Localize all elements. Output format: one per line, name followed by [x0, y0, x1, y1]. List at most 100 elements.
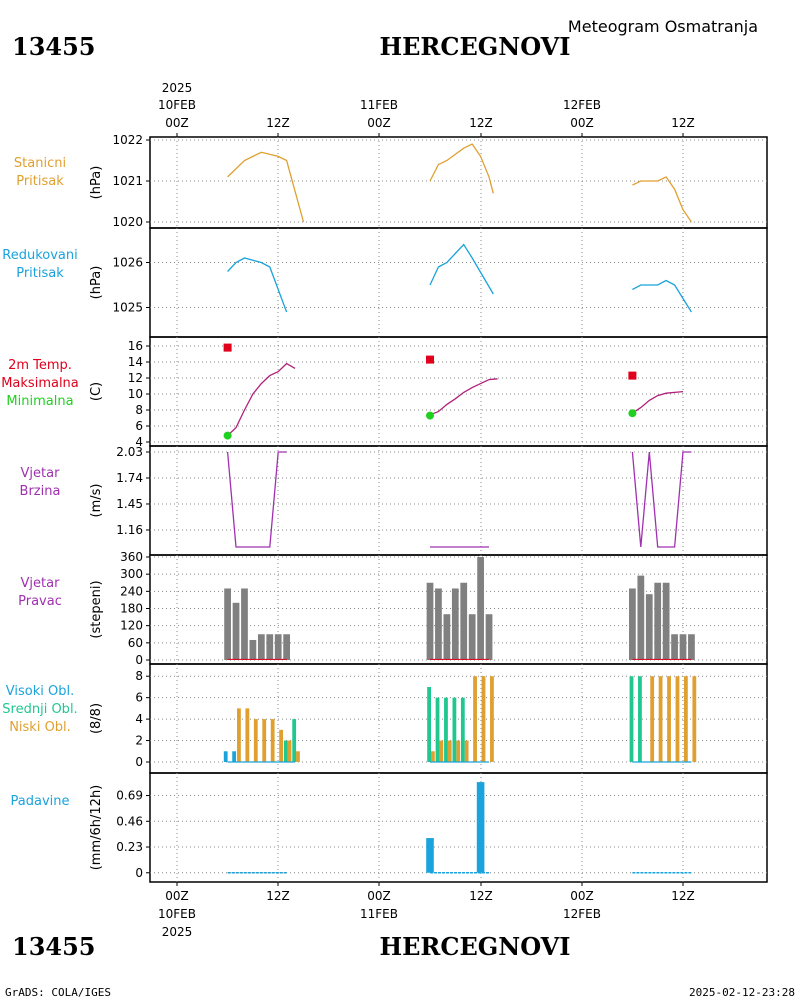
panel-1-label-0: Redukovani: [2, 248, 77, 263]
wind-dir-bar-12: [460, 582, 468, 660]
panel-3-label-0: Vjetar: [21, 466, 61, 481]
wind-dir-bar-0: [224, 588, 231, 660]
panel-1-series-2: [632, 279, 692, 313]
panel-0-series-1: [429, 143, 494, 194]
panel-4-label-1: Pravac: [18, 594, 62, 609]
panel-2-ytick-label-4: 12: [128, 371, 143, 385]
low-cloud-bar-21: [692, 676, 697, 762]
bottom-year-label: 2025: [162, 925, 193, 939]
panel-3-unit-label: (m/s): [89, 484, 104, 518]
low-cloud-bar-9: [439, 740, 444, 762]
wind-dir-bar-2: [241, 588, 248, 660]
panel-4-ytick-label-3: 180: [120, 602, 143, 616]
low-cloud-bar-10: [447, 740, 452, 762]
top-date-label-1: 10FEB: [158, 98, 196, 112]
precip-bar-1: [476, 782, 485, 873]
top-year-label: 2025: [162, 81, 193, 95]
mid-cloud-bar-1: [292, 719, 297, 762]
panel-6-ytick-label-3: 0.69: [116, 789, 143, 803]
panel-0-series-0: [227, 151, 305, 223]
meteogram-title: Meteogram Osmatranja: [568, 17, 758, 36]
wind-dir-bar-5: [266, 634, 274, 660]
bottom-hour-label-2: 12Z: [266, 889, 290, 903]
panel-2-ytick-label-3: 10: [128, 387, 143, 401]
mid-cloud-bar-5: [452, 697, 457, 762]
panel-2-frame: [149, 336, 768, 447]
panel-0-unit-label: (hPa): [89, 166, 104, 200]
panel-3-series-2: [631, 451, 692, 548]
panel-4-ytick-label-2: 120: [120, 619, 143, 633]
high-cloud-bar-0: [223, 751, 228, 762]
panel-4-unit-label: (stepeni): [89, 580, 104, 638]
panel-0-frame: [149, 136, 768, 229]
panel-5-unit-label: (8/8): [89, 703, 104, 734]
panel-6-unit-label: (mm/6h/12h): [89, 785, 104, 871]
panel-6-frame: [149, 772, 768, 883]
low-cloud-bar-5: [279, 729, 283, 762]
low-cloud-bar-16: [650, 676, 655, 762]
top-hour-label-5: 00Z: [570, 116, 594, 130]
panel-2-ytick-label-1: 6: [135, 419, 143, 433]
low-cloud-bar-0: [237, 708, 241, 762]
panel-2-label-1: Maksimalna: [1, 376, 79, 391]
min-temp-marker-0: [223, 431, 232, 440]
wind-dir-bar-7: [283, 634, 291, 660]
wind-dir-bar-21: [671, 634, 678, 660]
panel-2-label-2: Minimalna: [6, 394, 73, 409]
panel-5-ytick-label-3: 6: [135, 691, 143, 705]
panel-5-ytick-label-1: 2: [135, 734, 143, 748]
bottom-hour-label-5: 00Z: [570, 889, 594, 903]
wind-dir-bar-1: [232, 602, 240, 660]
panel-0-label-0: Stanicni: [14, 156, 66, 171]
panel-2-ytick-label-0: 4: [135, 435, 143, 449]
wind-dir-bar-22: [679, 634, 687, 660]
panels-group: 102010211022(hPa)StanicniPritisak1025102…: [1, 133, 768, 886]
low-cloud-bar-19: [675, 676, 680, 762]
wind-dir-bar-10: [443, 614, 451, 660]
panel-5-label-1: Srednji Obl.: [2, 702, 77, 717]
wind-dir-bar-23: [688, 634, 695, 660]
wind-dir-bar-11: [451, 588, 459, 660]
low-cloud-bar-1: [245, 708, 250, 762]
panel-6-label-0: Padavine: [11, 794, 70, 809]
panel-1-label-1: Pritisak: [16, 266, 64, 281]
bottom-date-label-2: 11FEB: [360, 907, 398, 921]
mid-cloud-bar-2: [427, 686, 431, 762]
precip-bar-0: [426, 838, 434, 873]
wind-dir-bar-4: [257, 634, 265, 660]
wind-dir-bar-18: [645, 594, 653, 660]
low-cloud-bar-3: [262, 719, 267, 762]
bottom-date-label-1: 10FEB: [158, 907, 196, 921]
wind-dir-bar-19: [654, 582, 662, 660]
wind-dir-bar-20: [662, 582, 670, 660]
station-id-top: 13455: [12, 32, 96, 61]
wind-dir-bar-6: [274, 634, 282, 660]
low-cloud-bar-11: [456, 740, 461, 762]
bottom-hour-label-3: 00Z: [367, 889, 391, 903]
bottom-hour-label-1: 00Z: [165, 889, 189, 903]
low-cloud-bar-8: [431, 751, 435, 762]
panel-3-ytick-label-0: 1.16: [116, 523, 143, 537]
low-cloud-bar-14: [481, 676, 486, 762]
panel-2-ytick-label-2: 8: [135, 403, 143, 417]
panel-4-ytick-label-4: 240: [120, 584, 143, 598]
panel-3-ytick-label-1: 1.45: [116, 497, 143, 511]
panel-0-ytick-label-0: 1020: [112, 215, 143, 229]
panel-1-frame: [149, 227, 768, 338]
wind-dir-bar-13: [468, 614, 476, 660]
low-cloud-bar-12: [464, 740, 469, 762]
panel-1-series-0: [227, 257, 288, 313]
bottom-hour-label-6: 12Z: [671, 889, 695, 903]
panel-4-ytick-label-6: 360: [120, 550, 143, 564]
panel-2-series-2: [632, 390, 684, 414]
max-temp-marker-1: [426, 355, 434, 364]
panel-1-unit-label: (hPa): [89, 266, 104, 300]
low-cloud-bar-4: [270, 719, 275, 762]
station-name-bottom: HERCEGNOVI: [379, 932, 570, 961]
panel-2-ytick-label-5: 14: [128, 355, 143, 369]
wind-dir-bar-16: [629, 588, 636, 660]
panel-4-ytick-label-0: 0: [135, 653, 143, 667]
panel-4-ytick-label-5: 300: [120, 567, 143, 581]
low-cloud-bar-15: [490, 676, 494, 762]
